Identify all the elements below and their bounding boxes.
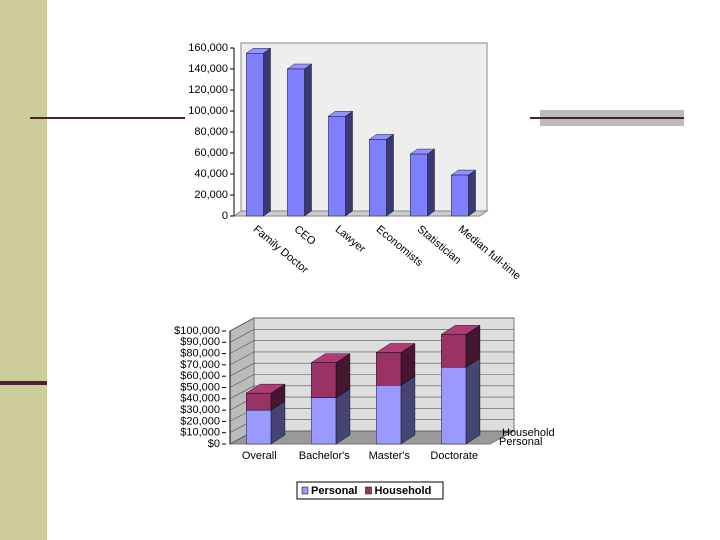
y-tick-label: 0 [222, 210, 228, 222]
bar [369, 139, 387, 217]
side-band [0, 0, 47, 540]
y-tick-label: $50,000 [180, 381, 220, 393]
depth-label: Household [502, 427, 555, 439]
legend: Personal Household [296, 481, 444, 500]
bar [410, 153, 428, 217]
legend-swatch [365, 486, 372, 495]
y-tick-label: $60,000 [180, 370, 220, 382]
grid-line [229, 317, 514, 332]
legend-swatch [301, 486, 309, 495]
depth-label: Personal [499, 436, 542, 448]
bar [287, 68, 305, 217]
bar-side [427, 148, 435, 217]
bar-segment-side [400, 375, 416, 445]
y-tick-label: 80,000 [194, 126, 228, 138]
legend-label: Personal [311, 485, 357, 497]
bar-side [263, 47, 271, 217]
bar-segment [441, 366, 467, 445]
legend-label: Household [374, 485, 431, 497]
x-tick-label: CEO [292, 223, 318, 248]
y-tick-label: 100,000 [188, 105, 228, 117]
grid-line [229, 351, 514, 366]
y-tick-label: 120,000 [188, 84, 228, 96]
y-tick-label: $20,000 [180, 415, 220, 427]
grid-line [229, 340, 514, 354]
bar [451, 174, 469, 217]
bar-side [345, 110, 353, 217]
x-tick-label: Doctorate [430, 450, 478, 462]
bar-side [304, 63, 312, 217]
side-rule [0, 381, 47, 385]
y-tick-label: $0 [208, 438, 220, 450]
x-tick-label: Master's [369, 450, 411, 462]
grid-line [229, 362, 514, 377]
y-tick-label: $10,000 [180, 427, 220, 439]
bar-side [386, 133, 394, 217]
bar [246, 53, 264, 217]
y-tick-label: $30,000 [180, 404, 220, 416]
y-tick-label: $70,000 [180, 359, 220, 371]
y-tick-label: 60,000 [194, 147, 228, 159]
bar-segment-side [335, 388, 351, 445]
x-tick-label: Overall [242, 450, 277, 462]
y-tick-label: $40,000 [180, 393, 220, 405]
bar-segment [376, 385, 402, 445]
bar-segment [441, 334, 467, 368]
bar-segment [311, 397, 337, 445]
grid-line [229, 328, 514, 343]
bar-segment [376, 352, 402, 386]
bar-segment [246, 409, 272, 445]
y-tick-label: 140,000 [188, 63, 228, 75]
bar [328, 116, 346, 217]
bar-side [468, 169, 476, 217]
y-tick-label: $100,000 [174, 325, 220, 337]
bar-segment [246, 392, 272, 411]
x-tick-label: Median full-time [456, 223, 523, 282]
floor [232, 210, 489, 217]
grid-line [229, 374, 514, 388]
bar-segment-side [465, 357, 481, 445]
y-tick-label: 20,000 [194, 189, 228, 201]
plot-wall [240, 42, 488, 212]
bar-segment [311, 362, 337, 398]
x-tick-label: Bachelor's [299, 450, 351, 462]
grid-line [229, 385, 514, 400]
y-tick-label: $80,000 [180, 348, 220, 360]
y-tick-label: 160,000 [188, 42, 228, 54]
y-tick-label: 40,000 [194, 168, 228, 180]
y-tick-label: $90,000 [180, 336, 220, 348]
x-tick-label: Lawyer [333, 223, 368, 255]
